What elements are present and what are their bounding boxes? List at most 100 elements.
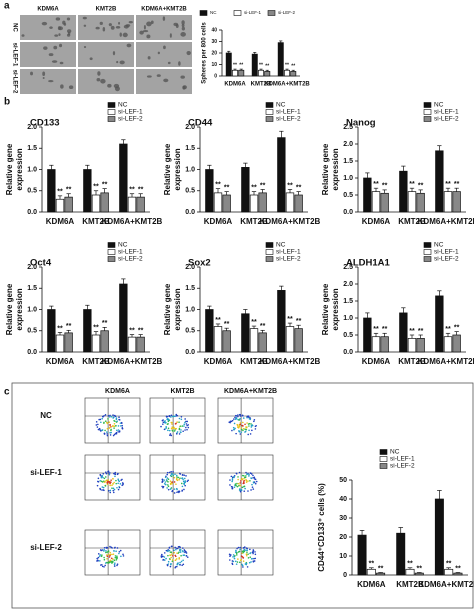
micrograph [20, 69, 76, 94]
event [248, 425, 250, 427]
sphere [96, 78, 101, 82]
event [240, 555, 243, 557]
event [239, 422, 242, 424]
event [254, 557, 257, 560]
bar [435, 295, 444, 353]
event [113, 427, 115, 429]
event [103, 480, 105, 482]
significance: ** [445, 326, 451, 333]
event [250, 423, 252, 425]
event [113, 425, 116, 428]
event [233, 475, 235, 478]
legend-swatch [265, 249, 274, 255]
legend-label: si-LEF-1 [434, 109, 459, 116]
chart-title: CD133 [30, 118, 60, 129]
row-label: si-LEF-1 [30, 468, 62, 477]
event [178, 421, 180, 423]
y-tick-label: 30 [339, 515, 347, 522]
sphere [83, 46, 87, 49]
significance: ** [287, 316, 293, 323]
sphere [48, 80, 54, 83]
event [114, 420, 116, 423]
event [237, 558, 239, 560]
event [174, 423, 177, 425]
event [229, 479, 231, 481]
event [118, 419, 121, 421]
sphere [173, 22, 179, 26]
panel-label: c [4, 387, 10, 398]
legend-swatch [423, 242, 432, 248]
event [113, 433, 116, 436]
sphere [115, 25, 121, 29]
sphere [59, 43, 63, 48]
y-axis-label: Spheres per 800 cells [202, 22, 208, 84]
event [253, 420, 255, 423]
bar [249, 328, 259, 353]
y-axis-label: Relative gene [163, 283, 172, 335]
event [118, 416, 120, 419]
significance: ** [224, 321, 230, 328]
event [166, 487, 168, 489]
event [168, 415, 171, 418]
event [121, 424, 124, 427]
event [115, 550, 117, 553]
event [234, 416, 236, 419]
bar [47, 309, 56, 353]
x-tick-label: KDM6A [46, 357, 75, 366]
bar [55, 334, 65, 353]
event [101, 564, 103, 566]
event [121, 478, 123, 481]
event [107, 415, 110, 417]
sphere [95, 26, 100, 30]
event [168, 471, 171, 474]
event [181, 425, 184, 427]
event [234, 427, 236, 430]
bar [119, 283, 128, 353]
event [110, 560, 113, 563]
event [173, 476, 176, 479]
significance: ** [454, 181, 460, 188]
event [97, 556, 100, 559]
sphere [146, 34, 151, 39]
event [173, 549, 175, 552]
y-axis-label: CD44⁺CD133⁺ cells (%) [317, 483, 326, 572]
event [181, 564, 183, 567]
legend-swatch [107, 256, 116, 262]
y-axis-label: expression [15, 288, 24, 330]
event [104, 414, 107, 416]
event [186, 420, 189, 423]
event [247, 553, 249, 555]
event [99, 549, 102, 551]
event [98, 555, 101, 557]
event [244, 430, 247, 433]
event [101, 481, 104, 483]
event [105, 472, 108, 475]
panel-frame [11, 382, 474, 609]
sphere [125, 24, 131, 27]
event [122, 483, 124, 486]
event [178, 472, 181, 475]
event [115, 424, 117, 427]
legend-label: NC [210, 10, 217, 15]
event [253, 481, 256, 483]
event [103, 558, 106, 561]
event [238, 419, 240, 421]
event [114, 556, 117, 559]
event [176, 414, 179, 417]
sphere [143, 25, 146, 30]
bar [371, 336, 381, 353]
chart-title: ALDH1A1 [346, 258, 391, 269]
panel-label: b [4, 97, 10, 108]
event [237, 478, 239, 481]
flow-plot [84, 397, 141, 444]
event [108, 421, 111, 424]
x-tick-label: KDM6A+KMT2B [418, 217, 474, 226]
event [163, 556, 166, 558]
event [160, 555, 163, 557]
bar [119, 143, 128, 213]
event [167, 481, 169, 483]
bar [258, 192, 267, 213]
y-axis-label: expression [15, 148, 24, 190]
significance: ** [455, 565, 461, 572]
event [176, 547, 179, 550]
